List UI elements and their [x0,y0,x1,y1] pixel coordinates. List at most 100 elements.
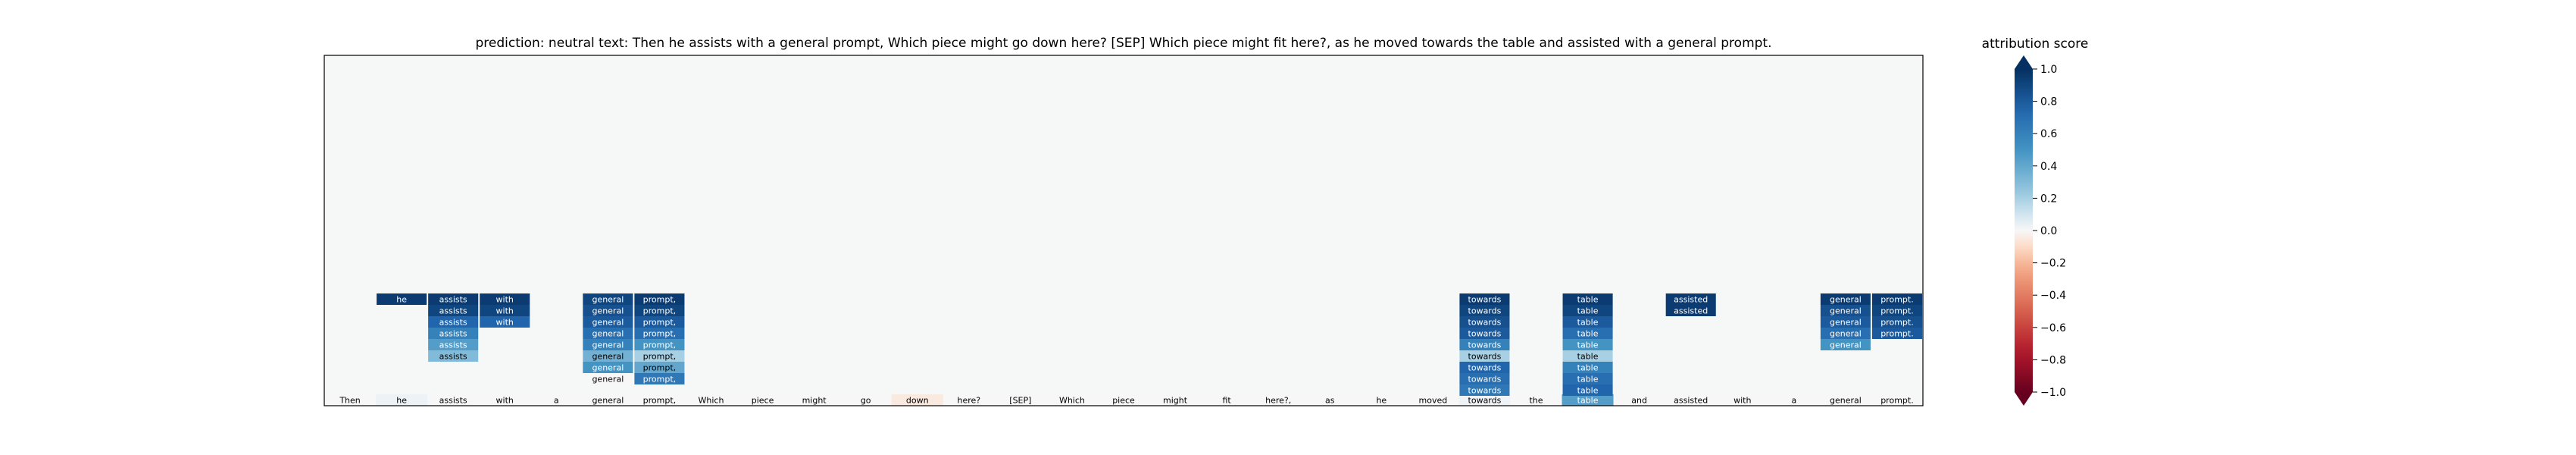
stack-24-8-label: table [1577,386,1599,396]
token-5-cell [582,394,634,406]
token-29-label: general [1830,396,1862,406]
stack-2-3-label: assists [439,329,467,339]
token-26-cell [1665,394,1717,406]
stack-30-0-cell [1871,293,1922,305]
stack-26-1-cell [1665,305,1716,316]
token-4-label: a [554,396,559,406]
token-26-label: assisted [1674,396,1708,406]
stack-22-8-cell [1459,384,1510,396]
stack-2-5-cell [428,350,479,362]
stack-5-1-cell [583,305,633,316]
token-1-label: he [396,396,407,406]
token-22-cell [1458,394,1511,406]
colorbar-tick-label: 0.2 [2040,193,2057,205]
token-20-cell [1355,394,1408,406]
stack-22-5-cell [1459,350,1510,362]
token-3-cell [479,394,531,406]
token-30-label: prompt. [1880,396,1914,406]
stack-24-7-cell [1562,373,1613,384]
colorbar-tick-label: 0.8 [2040,96,2057,108]
token-22-label: towards [1468,396,1502,406]
stack-22-1-cell [1459,305,1510,316]
stack-24-0-cell [1562,293,1613,305]
token-10-cell [839,394,892,406]
colorbar-tick-label: −0.8 [2040,354,2066,366]
colorbar-gradient [2015,69,2033,392]
colorbar-tick-label: −0.2 [2040,258,2066,270]
stack-5-0-label: general [592,295,624,305]
stack-2-5-label: assists [439,352,467,362]
stack-3-0-label: with [496,295,514,305]
colorbar-tick-label: −0.6 [2040,322,2066,334]
colorbar-tick-label: 0.0 [2040,225,2057,237]
stack-22-0-cell [1459,293,1510,305]
stack-29-2-label: general [1830,318,1862,328]
token-14-label: Which [1059,396,1085,406]
token-14-cell [1046,394,1098,406]
token-9-label: might [802,396,827,406]
token-0-cell [324,394,377,406]
stack-22-0-label: towards [1468,295,1502,305]
token-9-cell [788,394,840,406]
token-25-cell [1613,394,1665,406]
colorbar-top-extend [2015,55,2033,69]
stack-5-2-cell [583,316,633,328]
token-4-cell [530,394,583,406]
stack-24-4-label: table [1577,340,1599,350]
colorbar-bottom-extend [2015,392,2033,406]
stack-30-1-label: prompt. [1880,306,1914,316]
stack-5-5-label: general [592,352,624,362]
token-24-label: table [1577,396,1599,406]
stack-29-2-cell [1820,316,1871,328]
stack-22-3-cell [1459,328,1510,339]
stack-24-1-label: table [1577,306,1599,316]
token-8-label: piece [752,396,774,406]
stack-6-0-cell [634,293,685,305]
token-11-cell [891,394,943,406]
stack-22-2-label: towards [1468,318,1502,328]
stack-22-1-label: towards [1468,306,1502,316]
stack-29-4-label: general [1830,340,1862,350]
stack-30-3-cell [1871,328,1922,339]
stack-6-2-label: prompt, [643,318,677,328]
stack-22-8-label: towards [1468,386,1502,396]
stack-6-6-label: prompt, [643,363,677,373]
stack-2-3-cell [428,328,479,339]
token-27-cell [1716,394,1768,406]
stack-24-0-label: table [1577,295,1599,305]
stack-5-1-label: general [592,306,624,316]
stack-24-1-cell [1562,305,1613,316]
stack-29-4-cell [1820,339,1871,350]
stack-29-0-cell [1820,293,1871,305]
stack-30-2-label: prompt. [1880,318,1914,328]
token-21-cell [1407,394,1459,406]
colorbar-label: attribution score [1982,36,2089,52]
stack-6-1-label: prompt, [643,306,677,316]
stack-22-7-label: towards [1468,375,1502,384]
stack-2-0-label: assists [439,295,467,305]
stack-2-0-cell [428,293,479,305]
token-23-cell [1510,394,1562,406]
stack-3-0-cell [480,293,530,305]
token-3-label: with [496,396,514,406]
colorbar-tick-label: 1.0 [2040,64,2057,76]
stack-22-4-label: towards [1468,340,1502,350]
token-18-cell [1252,394,1305,406]
stack-5-5-cell [583,350,633,362]
stack-24-4-cell [1562,339,1613,350]
token-2-cell [427,394,480,406]
stack-5-6-label: general [592,363,624,373]
stack-5-3-cell [583,328,633,339]
stack-5-7-label: general [592,375,624,384]
token-5-label: general [592,396,624,406]
token-16-label: might [1163,396,1188,406]
token-15-label: piece [1112,396,1135,406]
colorbar-tick-label: 0.4 [2040,161,2057,173]
token-1-cell [376,394,428,406]
token-7-label: Which [699,396,724,406]
token-16-cell [1149,394,1202,406]
token-30-cell [1871,394,1923,406]
colorbar: 1.0 0.8 0.6 0.4 0.2 0.0 −0.2 −0.4 −0.6 −0.8 −1.0 a… [1982,36,2089,406]
chart-title: prediction: neutral text: Then he assist… [476,36,1772,51]
